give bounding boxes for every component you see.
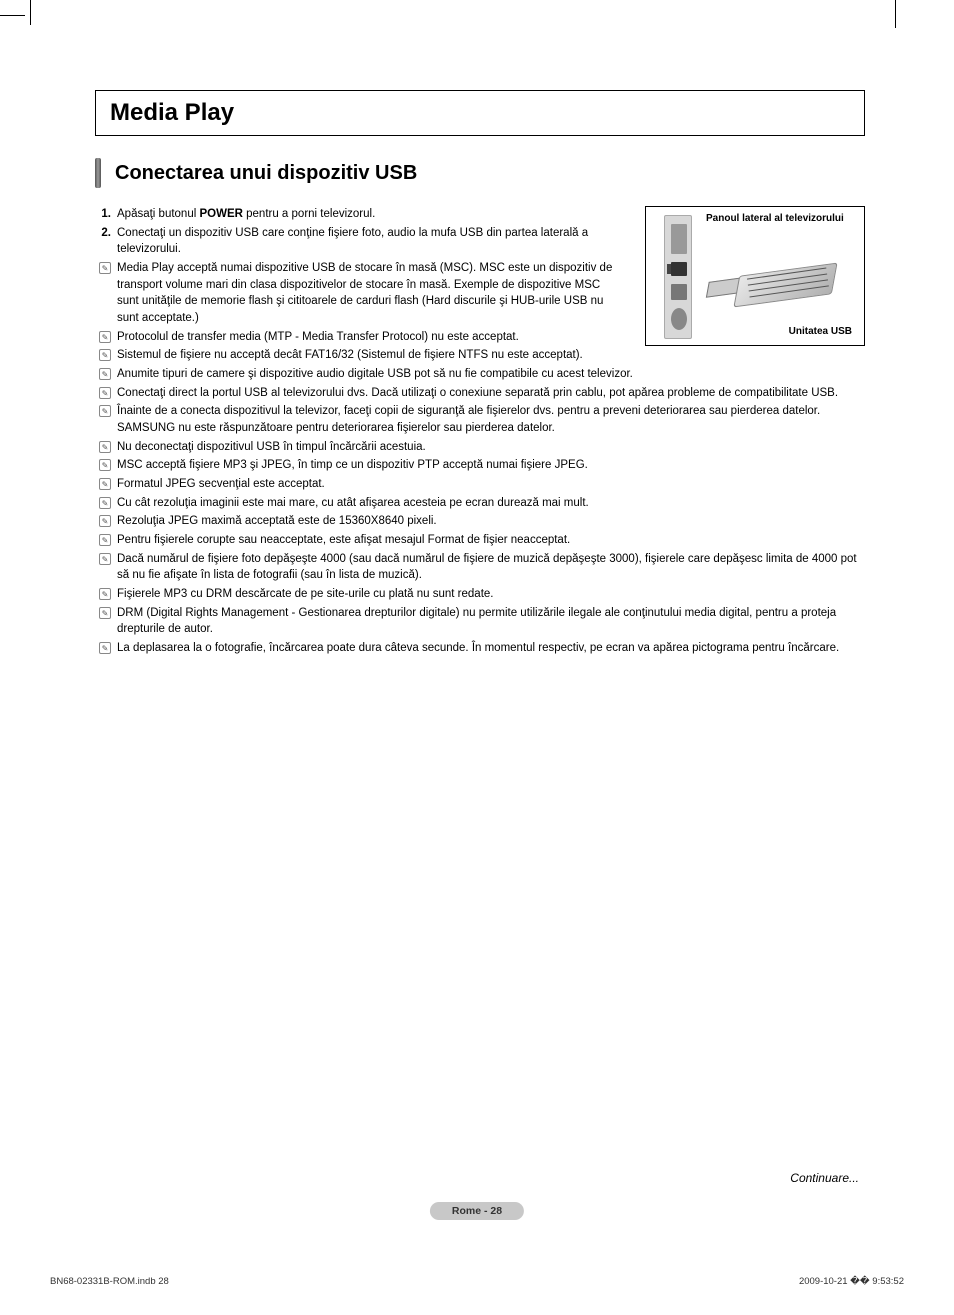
note-row: ✎Conectaţi direct la portul USB al telev…	[95, 385, 865, 402]
note-marker-icon: ✎	[95, 476, 117, 493]
row-text: Înainte de a conecta dispozitivul la tel…	[117, 403, 865, 436]
row-text: MSC acceptă fişiere MP3 şi JPEG, în timp…	[117, 457, 865, 474]
tv-panel-icon	[664, 215, 692, 339]
row-text: Fişierele MP3 cu DRM descărcate de pe si…	[117, 586, 865, 603]
continue-text: Continuare...	[790, 1171, 859, 1185]
row-text: Anumite tipuri de camere şi dispozitive …	[117, 366, 865, 383]
page-content: Media Play Conectarea unui dispozitiv US…	[95, 90, 865, 659]
note-row: ✎Fişierele MP3 cu DRM descărcate de pe s…	[95, 586, 865, 603]
usb-port-icon	[671, 262, 687, 276]
jack-port-icon	[671, 308, 687, 330]
diagram-bottom-label: Unitatea USB	[789, 326, 852, 337]
doc-footer-right: 2009-10-21 �� 9:53:52	[799, 1276, 904, 1287]
row-text: Pentru fişierele corupte sau neacceptate…	[117, 532, 865, 549]
row-text: Media Play acceptă numai dispozitive USB…	[117, 260, 617, 327]
note-row: ✎Pentru fişierele corupte sau neacceptat…	[95, 532, 865, 549]
hdmi-port-icon	[671, 224, 687, 254]
note-marker-icon: ✎	[95, 495, 117, 512]
note-marker-icon: ✎	[95, 347, 117, 364]
row-text: Formatul JPEG secvenţial este acceptat.	[117, 476, 865, 493]
row-text: Conectaţi un dispozitiv USB care conţine…	[117, 225, 617, 258]
usb-stick-icon	[698, 257, 848, 312]
page-title: Media Play	[110, 99, 850, 127]
row-text: Conectaţi direct la portul USB al televi…	[117, 385, 865, 402]
note-marker-icon: ✎	[95, 329, 117, 346]
note-row: ✎Nu deconectaţi dispozitivul USB în timp…	[95, 439, 865, 456]
note-row: ✎Anumite tipuri de camere şi dispozitive…	[95, 366, 865, 383]
note-row: ✎Sistemul de fişiere nu acceptă decât FA…	[95, 347, 865, 364]
section-bar-icon	[95, 158, 101, 188]
crop-mark	[895, 0, 896, 28]
note-marker-icon: ✎	[95, 513, 117, 530]
note-marker-icon: ✎	[95, 532, 117, 549]
row-text: Dacă numărul de fişiere foto depăşeşte 4…	[117, 551, 865, 584]
note-row: ✎Înainte de a conecta dispozitivul la te…	[95, 403, 865, 436]
note-row: ✎La deplasarea la o fotografie, încărcar…	[95, 640, 865, 657]
row-text: La deplasarea la o fotografie, încărcare…	[117, 640, 865, 657]
crop-mark	[30, 0, 31, 25]
section-title: Conectarea unui dispozitiv USB	[115, 162, 417, 185]
row-text: Cu cât rezoluţia imaginii este mai mare,…	[117, 495, 865, 512]
note-row: ✎MSC acceptă fişiere MP3 şi JPEG, în tim…	[95, 457, 865, 474]
step-number: 2.	[95, 225, 117, 258]
title-box: Media Play	[95, 90, 865, 136]
av-port-icon	[671, 284, 687, 300]
doc-footer-left: BN68-02331B-ROM.indb 28	[50, 1276, 169, 1287]
note-row: ✎Dacă numărul de fişiere foto depăşeşte …	[95, 551, 865, 584]
note-marker-icon: ✎	[95, 586, 117, 603]
page-number-pill: Rome - 28	[430, 1202, 524, 1220]
content-area: Panoul lateral al televizorului Unitatea…	[95, 206, 865, 657]
note-marker-icon: ✎	[95, 640, 117, 657]
row-text: Nu deconectaţi dispozitivul USB în timpu…	[117, 439, 865, 456]
note-marker-icon: ✎	[95, 366, 117, 383]
row-text: DRM (Digital Rights Management - Gestion…	[117, 605, 865, 638]
row-text: Apăsaţi butonul POWER pentru a porni tel…	[117, 206, 617, 223]
note-marker-icon: ✎	[95, 385, 117, 402]
note-row: ✎Formatul JPEG secvenţial este acceptat.	[95, 476, 865, 493]
note-marker-icon: ✎	[95, 551, 117, 584]
section-header: Conectarea unui dispozitiv USB	[95, 158, 865, 188]
note-row: ✎DRM (Digital Rights Management - Gestio…	[95, 605, 865, 638]
note-marker-icon: ✎	[95, 439, 117, 456]
note-row: ✎Rezoluţia JPEG maximă acceptată este de…	[95, 513, 865, 530]
row-text: Rezoluţia JPEG maximă acceptată este de …	[117, 513, 865, 530]
row-text: Protocolul de transfer media (MTP - Medi…	[117, 329, 617, 346]
row-text: Sistemul de fişiere nu acceptă decât FAT…	[117, 347, 865, 364]
note-row: ✎Cu cât rezoluţia imaginii este mai mare…	[95, 495, 865, 512]
step-number: 1.	[95, 206, 117, 223]
diagram-top-label: Panoul lateral al televizorului	[706, 213, 844, 225]
note-marker-icon: ✎	[95, 605, 117, 638]
crop-mark	[0, 15, 25, 16]
usb-diagram: Panoul lateral al televizorului Unitatea…	[645, 206, 865, 346]
note-marker-icon: ✎	[95, 260, 117, 327]
note-marker-icon: ✎	[95, 457, 117, 474]
note-marker-icon: ✎	[95, 403, 117, 436]
